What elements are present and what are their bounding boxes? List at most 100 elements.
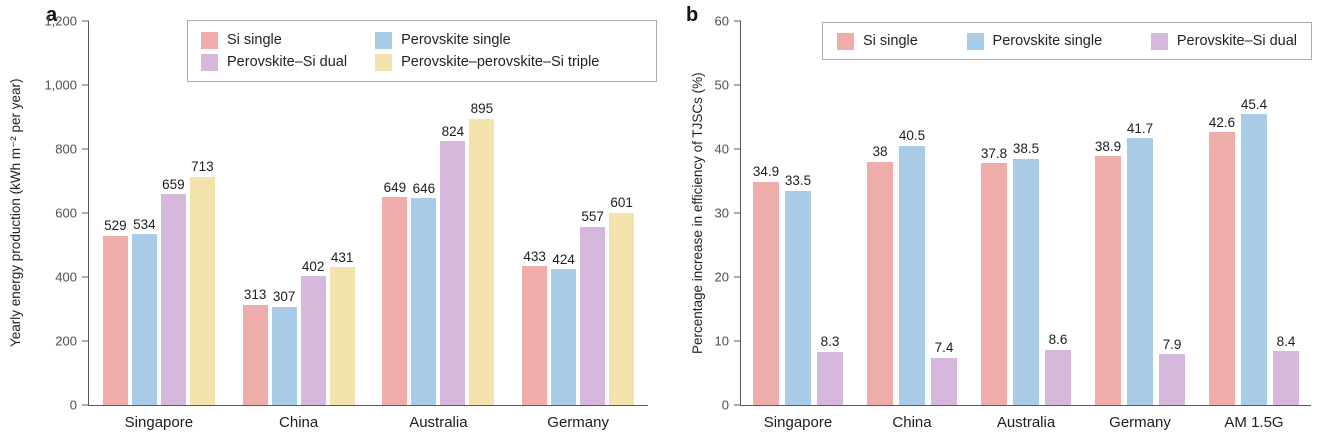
bar-fill (1241, 114, 1267, 405)
bar-group: 38.9 41.7 7.9 Germany (1094, 21, 1185, 431)
bar-group: 38 40.5 7.4 China (867, 21, 957, 431)
legend-item: Perovskite single (966, 32, 1102, 50)
bar-value-label: 45.4 (1240, 96, 1268, 112)
bar-value-label: 646 (412, 180, 436, 196)
legend-item: Perovskite single (375, 31, 599, 49)
y-axis-tick: 50 (689, 79, 741, 92)
y-tick-label: 0 (69, 397, 77, 413)
bar-value-label: 7.9 (1162, 336, 1182, 352)
bar-value-label: 34.9 (752, 164, 780, 180)
bar-fill (242, 304, 268, 405)
y-tick-label: 1,000 (44, 77, 77, 93)
bar-groups-b: 34.9 33.5 8.3 Singapore 38 40.5 7.4 China 37.8 38… (741, 21, 1311, 431)
bar: 8.6 (1045, 333, 1071, 405)
bar-value-label: 529 (104, 218, 127, 234)
y-tick-mark (82, 340, 89, 342)
legend-label: Si single (863, 33, 918, 49)
y-tick-label: 400 (55, 269, 77, 285)
bar-value-label: 649 (383, 179, 407, 195)
legend-item: Si single (837, 32, 918, 50)
y-tick-mark (734, 276, 741, 278)
bar: 431 (329, 249, 355, 405)
bar: 895 (469, 102, 495, 405)
bar-group: 433 424 557 601 Germany (522, 21, 635, 431)
bar: 8.4 (1273, 335, 1299, 405)
y-tick-label: 600 (55, 205, 77, 221)
bar-value-label: 307 (272, 289, 296, 305)
bar-fill (131, 234, 157, 405)
panel-label-b: b (686, 4, 699, 26)
legend-swatch (375, 31, 393, 49)
bar: 45.4 (1241, 98, 1267, 405)
y-axis-tick: 60 (689, 15, 741, 28)
bar-group: 37.8 38.5 8.6 Australia (981, 21, 1071, 431)
y-axis-tick: 600 (37, 207, 89, 220)
bar: 557 (580, 210, 606, 405)
legend-label: Perovskite–Si dual (227, 54, 348, 70)
y-tick-label: 200 (55, 333, 77, 349)
bar: 713 (189, 160, 215, 405)
y-axis-tick: 800 (37, 143, 89, 156)
bar: 307 (271, 289, 297, 405)
y-tick-mark (82, 276, 89, 278)
bar: 8.3 (817, 335, 843, 405)
bar-value-label: 38.9 (1094, 138, 1122, 154)
bar: 529 (102, 218, 128, 405)
legend-b: Si single Perovskite single Perovskite–Si … (822, 22, 1312, 60)
plot-area-a: 529 534 659 713 Singapore 313 307 402 431 China 64… (44, 15, 648, 431)
bar-value-label: 8.4 (1276, 333, 1296, 349)
bar-value-label: 424 (552, 251, 575, 267)
bar-value-label: 40.5 (898, 128, 926, 144)
bar-fill (1209, 132, 1235, 405)
bar-fill (189, 176, 215, 405)
bar: 824 (440, 123, 466, 405)
bar-fill (1159, 354, 1185, 405)
bar-fill (580, 226, 606, 405)
y-axis-tick: 40 (689, 143, 741, 156)
bar-value-label: 42.6 (1208, 114, 1236, 130)
y-tick-label: 20 (714, 269, 729, 285)
bar: 601 (609, 196, 635, 405)
bar-value-label: 402 (301, 258, 325, 274)
bar-fill (609, 212, 635, 405)
y-axis-tick: 1,200 (37, 15, 89, 28)
bar-value-label: 431 (330, 249, 354, 265)
y-tick-label: 800 (55, 141, 77, 157)
bar-fill (469, 118, 495, 405)
bar: 33.5 (785, 174, 811, 405)
bar-fill (785, 190, 811, 405)
y-axis-tick: 20 (689, 271, 741, 284)
legend-swatch (966, 32, 984, 50)
bar: 433 (522, 250, 548, 405)
bar-fill (551, 269, 577, 405)
bar-value-label: 659 (162, 176, 185, 192)
bar-group: 313 307 402 431 China (242, 21, 355, 431)
bar-fill (1095, 156, 1121, 405)
bar: 424 (551, 251, 577, 405)
bar: 38.5 (1013, 142, 1039, 405)
bar: 534 (131, 218, 157, 405)
legend-swatch (201, 53, 218, 71)
legend-label: Si single (227, 32, 282, 48)
y-tick-label: 1,200 (44, 13, 77, 29)
bar-value-label: 824 (441, 123, 465, 139)
category-label: Singapore (124, 414, 194, 431)
plot-area-b: 34.9 33.5 8.3 Singapore 38 40.5 7.4 China 37.8 38… (715, 15, 1311, 431)
bar-fill (329, 267, 355, 405)
y-tick-mark (734, 20, 741, 22)
legend-swatch (201, 31, 218, 49)
bar-fill (1013, 158, 1039, 405)
category-label: Singapore (763, 414, 833, 431)
legend-item: Si single (201, 31, 347, 49)
bar-fill (867, 161, 893, 405)
category-label: Germany (1109, 414, 1171, 431)
legend-label: Perovskite single (401, 32, 511, 48)
y-tick-label: 40 (714, 141, 729, 157)
legend-label: Perovskite–Si dual (1176, 33, 1297, 49)
legend-a: Si single Perovskite single Perovskite–Si … (187, 20, 657, 82)
bar-fill (411, 198, 437, 405)
bar-value-label: 38 (872, 144, 888, 160)
y-axis-tick: 0 (37, 399, 89, 412)
y-tick-mark (734, 212, 741, 214)
bar-value-label: 33.5 (784, 173, 812, 189)
